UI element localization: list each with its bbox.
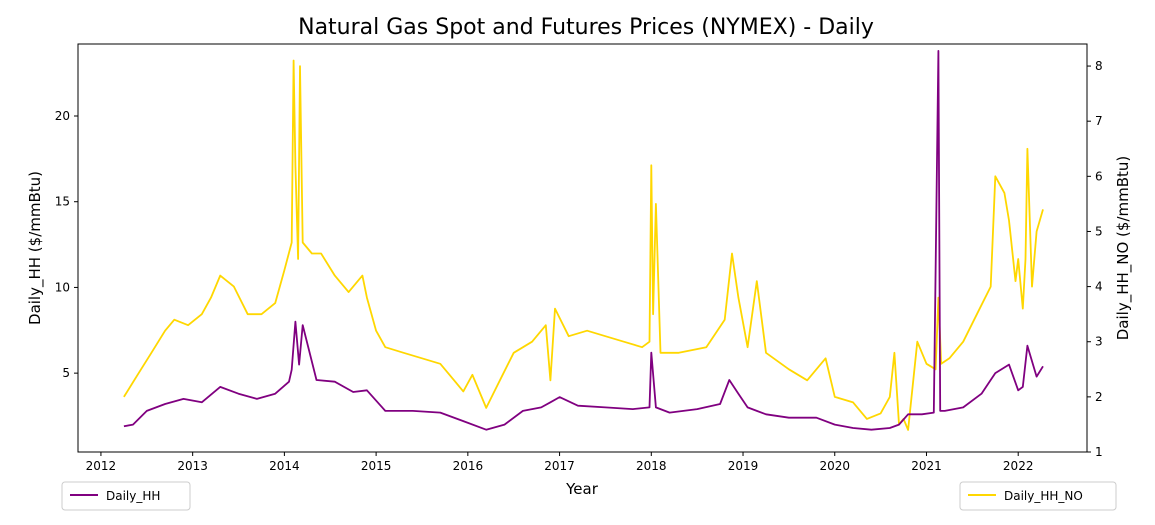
legend-label-daily-hh-no: Daily_HH_NO [1004, 489, 1083, 503]
series-line-daily-hh [123, 50, 1044, 431]
y-right-tick-label: 2 [1095, 390, 1103, 404]
y-right-tick-label: 5 [1095, 224, 1103, 238]
plot-area [77, 43, 1088, 453]
y-right-tick-label: 1 [1095, 445, 1103, 459]
y-left-axis: 5 10 15 20 [55, 109, 78, 380]
x-axis: 2012 2013 2014 2015 2016 2017 2018 2019 2020 2021… [86, 452, 1034, 473]
y-right-tick-label: 7 [1095, 114, 1103, 128]
x-tick-label: 2016 [453, 459, 484, 473]
series-line-daily-hh-no [123, 59, 1044, 431]
y-right-tick-label: 3 [1095, 335, 1103, 349]
y-right-tick-label: 4 [1095, 280, 1103, 294]
legend-daily-hh-no[interactable]: Daily_HH_NO [959, 481, 1117, 511]
legend-daily-hh[interactable]: Daily_HH [61, 481, 191, 511]
x-tick-label: 2022 [1003, 459, 1034, 473]
x-tick-label: 2014 [269, 459, 300, 473]
x-tick-label: 2012 [86, 459, 117, 473]
y-right-tick-label: 6 [1095, 169, 1103, 183]
x-tick-label: 2018 [636, 459, 667, 473]
y-left-tick-label: 20 [55, 109, 70, 123]
chart-title: Natural Gas Spot and Futures Prices (NYM… [298, 15, 874, 40]
y-left-axis-label: Daily_HH ($/mmBtu) [26, 171, 45, 325]
legend-frame [61, 481, 191, 511]
x-tick-label: 2020 [819, 459, 850, 473]
y-right-tick-label: 8 [1095, 59, 1103, 73]
x-axis-label: Year [565, 480, 599, 498]
x-tick-label: 2013 [177, 459, 208, 473]
y-right-axis-label: Daily_HH_NO ($/mmBtu) [1114, 156, 1133, 341]
x-tick-label: 2019 [728, 459, 759, 473]
legend-label-daily-hh: Daily_HH [106, 489, 160, 503]
x-tick-label: 2017 [544, 459, 575, 473]
legend-frame [959, 481, 1117, 511]
y-left-tick-label: 15 [55, 195, 70, 209]
plot-frame [77, 43, 1088, 453]
x-tick-label: 2021 [911, 459, 942, 473]
y-left-tick-label: 10 [55, 280, 70, 294]
y-right-axis: 1 2 3 4 5 6 7 8 [1087, 59, 1103, 459]
series-layer [123, 50, 1044, 431]
y-left-tick-label: 5 [62, 366, 70, 380]
x-tick-label: 2015 [361, 459, 392, 473]
